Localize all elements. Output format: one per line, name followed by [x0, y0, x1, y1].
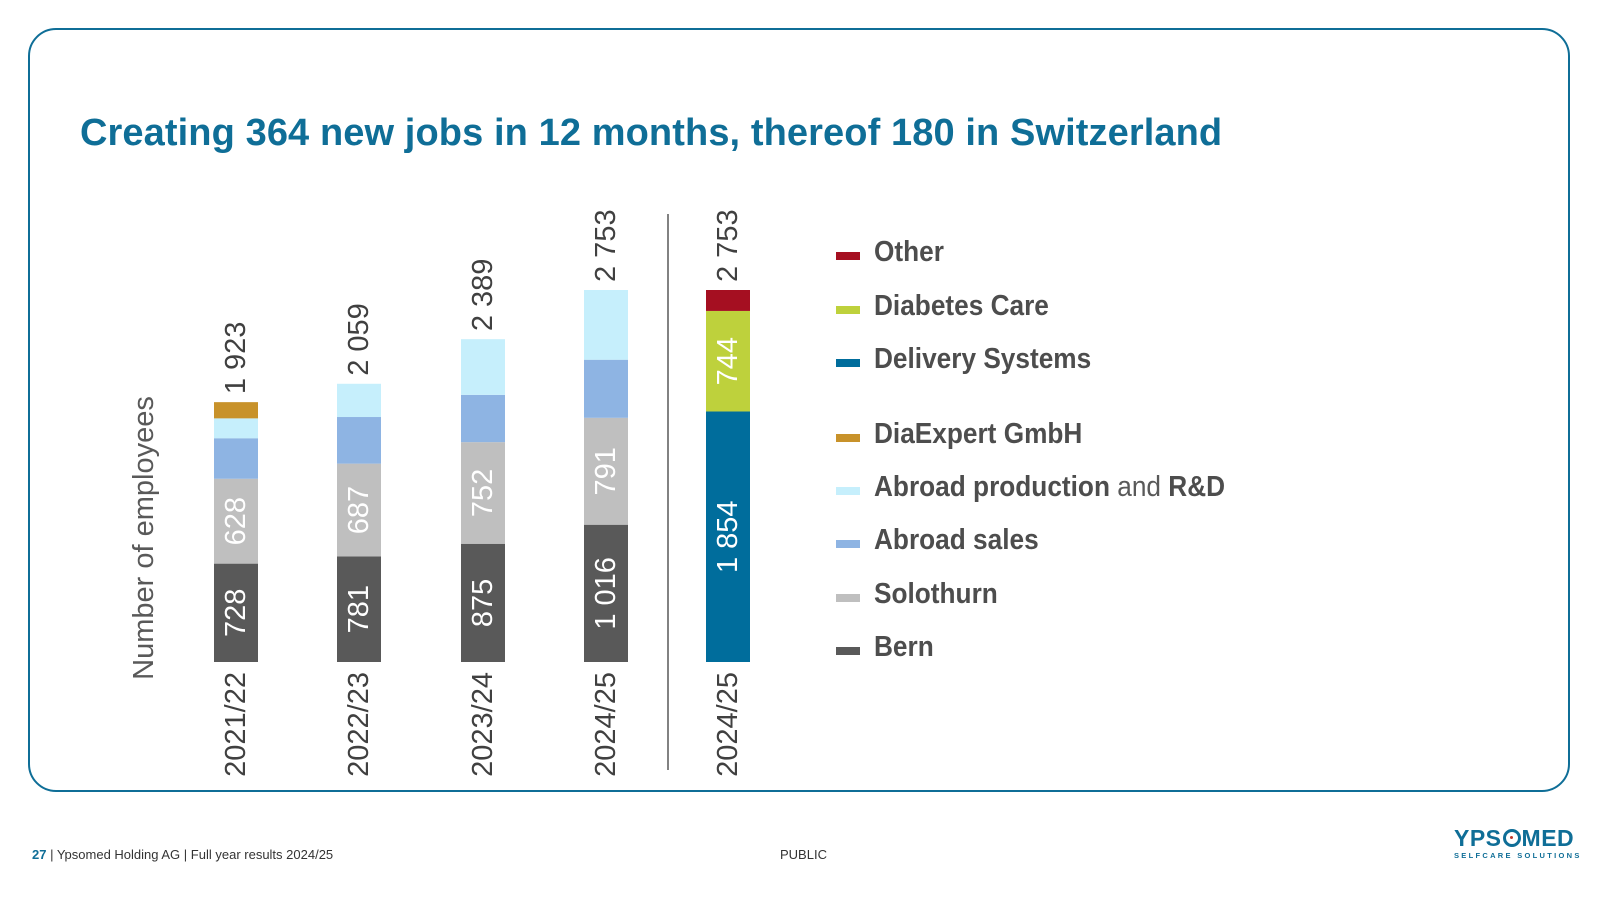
footer: 27 | Ypsomed Holding AG | Full year resu…: [32, 847, 333, 862]
bar-segment-abroad-production-and-r-d-2023-24: [461, 339, 505, 395]
segment-bar-other: [706, 290, 750, 311]
y-axis-label: Number of employees: [128, 396, 160, 680]
legend-swatch: [836, 252, 860, 260]
data-label-solothurn-2021-22: 628: [220, 497, 252, 545]
segment-bar-diabetes-care: [706, 310, 750, 412]
legend-label: DiaExpert GmbH: [874, 418, 1082, 451]
bar-segment-bern-2021-22: [214, 563, 258, 662]
legend-label: Other: [874, 236, 944, 269]
bar-segment-abroad-sales-2021-22: [214, 438, 258, 479]
x-tick-label-2023-24: 2023/24: [467, 672, 499, 777]
legend-label-bold: DiaExpert GmbH: [874, 417, 1083, 450]
legend-label: Delivery Systems: [874, 343, 1091, 376]
slide-title: Creating 364 new jobs in 12 months, ther…: [80, 112, 1223, 154]
legend-label: Abroad sales: [874, 524, 1039, 557]
data-label-bern-2024-25: 1 016: [590, 557, 622, 630]
legend-label-bold: Solothurn: [874, 577, 998, 610]
legend-label: Bern: [874, 631, 934, 664]
bar-segment-solothurn-2023-24: [461, 442, 505, 544]
legend-swatch: [836, 306, 860, 314]
legend-item-solothurn: Solothurn: [836, 574, 1009, 614]
bar-segment-bern-2024-25: [584, 524, 628, 662]
total-label-2023-24: 2 389: [467, 259, 499, 332]
legend-item-diabetes-care: Diabetes Care: [836, 286, 1064, 326]
bar-segment-solothurn-2022-23: [337, 463, 381, 557]
data-label-bern-2023-24: 875: [467, 579, 499, 627]
x-tick-label-2021-22: 2021/22: [220, 672, 252, 777]
legend-item-other: Other: [836, 232, 950, 272]
legend-label-normal: and: [1109, 470, 1169, 503]
bar-segment-bern-2023-24: [461, 543, 505, 662]
legend-swatch: [836, 359, 860, 367]
segment-label-diabetes-care: 744: [712, 337, 744, 385]
logo-tagline: SELFCARE SOLUTIONS: [1454, 851, 1582, 860]
legend-item-abroad-production-and-r-d: Abroad production and R&D: [836, 467, 1256, 507]
footer-separator: |: [46, 847, 57, 862]
legend-label-bold: Diabetes Care: [874, 289, 1049, 322]
bar-segment-abroad-sales-2024-25: [584, 359, 628, 418]
legend-item-diaexpert-gmbh: DiaExpert GmbH: [836, 414, 1100, 454]
segment-x-tick-label: 2024/25: [712, 672, 744, 777]
classification-label: PUBLIC: [780, 847, 827, 862]
slide-frame: [28, 28, 1570, 792]
legend-label-bold: Other: [874, 235, 944, 268]
x-tick-label-2024-25: 2024/25: [590, 672, 622, 777]
legend-swatch: [836, 487, 860, 495]
footer-separator: |: [180, 847, 191, 862]
legend-label: Abroad production and R&D: [874, 471, 1225, 504]
legend-item-bern: Bern: [836, 627, 939, 667]
data-label-solothurn-2024-25: 791: [590, 447, 622, 495]
legend-swatch: [836, 434, 860, 442]
legend-label-bold: Bern: [874, 630, 934, 663]
bar-segment-diaexpert-gmbh-2021-22: [214, 402, 258, 419]
logo-wordmark: YPS MED: [1454, 826, 1578, 850]
segment-total-label: 2 753: [712, 209, 744, 282]
footer-report: Full year results 2024/25: [190, 847, 334, 862]
ypsomed-logo: YPS MED SELFCARE SOLUTIONS: [1454, 826, 1582, 866]
bar-segment-abroad-production-and-r-d-2022-23: [337, 383, 381, 418]
bar-segment-abroad-sales-2022-23: [337, 417, 381, 464]
chart-legend: Other Diabetes Care Delivery Systems DiaExp…: [836, 232, 1336, 663]
legend-label: Solothurn: [874, 578, 998, 611]
segment-bar-delivery-systems: [706, 411, 750, 662]
total-label-2024-25: 2 753: [590, 209, 622, 282]
segment-label-delivery-systems: 1 854: [712, 500, 744, 573]
legend-label-bold: Abroad sales: [874, 523, 1039, 556]
logo-text-right: MED: [1521, 825, 1575, 851]
page-number: 27: [32, 847, 47, 862]
legend-item-abroad-sales: Abroad sales: [836, 520, 1053, 560]
legend-swatch: [836, 540, 860, 548]
bar-segment-abroad-production-and-r-d-2021-22: [214, 418, 258, 439]
total-label-2022-23: 2 059: [343, 303, 375, 376]
total-label-2021-22: 1 923: [220, 322, 252, 395]
bar-segment-abroad-production-and-r-d-2024-25: [584, 290, 628, 360]
bar-segment-abroad-sales-2023-24: [461, 394, 505, 443]
data-label-solothurn-2023-24: 752: [467, 469, 499, 517]
data-label-solothurn-2022-23: 687: [343, 486, 375, 534]
legend-label-bold: R&D: [1168, 470, 1226, 503]
data-label-bern-2022-23: 781: [343, 585, 375, 633]
footer-company: Ypsomed Holding AG: [56, 847, 181, 862]
logo-o-icon: [1502, 829, 1521, 847]
bar-segment-bern-2022-23: [337, 556, 381, 662]
x-tick-label-2022-23: 2022/23: [343, 672, 375, 777]
legend-swatch: [836, 594, 860, 602]
data-label-bern-2021-22: 728: [220, 589, 252, 637]
legend-label-bold: Delivery Systems: [874, 342, 1092, 375]
logo-text-left: YPS: [1454, 825, 1502, 851]
legend-label: Diabetes Care: [874, 290, 1049, 323]
legend-item-delivery-systems: Delivery Systems: [836, 339, 1110, 379]
legend-label-bold: Abroad production: [874, 470, 1110, 503]
bar-segment-solothurn-2021-22: [214, 478, 258, 564]
legend-swatch: [836, 647, 860, 655]
bar-segment-solothurn-2024-25: [584, 417, 628, 525]
